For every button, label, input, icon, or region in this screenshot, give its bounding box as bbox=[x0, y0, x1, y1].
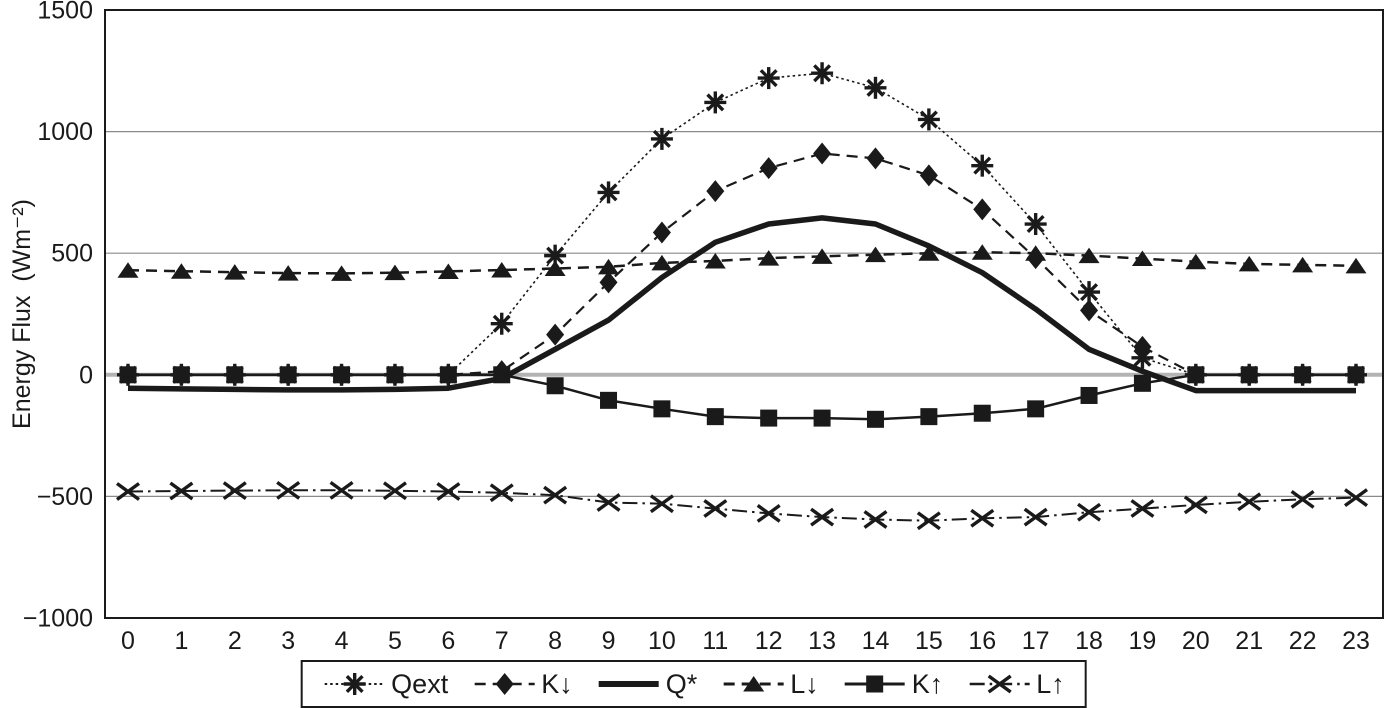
x-tick-label: 6 bbox=[441, 627, 455, 655]
legend-label-K-up: K↑ bbox=[911, 668, 944, 699]
legend-marker-diamond-K-down bbox=[474, 673, 535, 695]
legend-marker-triangle-L-down bbox=[723, 676, 784, 692]
L-down-markers bbox=[117, 244, 1367, 281]
legend-marker-line-Q-star bbox=[598, 681, 659, 687]
series-Q-star bbox=[127, 215, 1356, 394]
x-tick-label: 18 bbox=[1075, 627, 1103, 655]
legend-marker-asterisk-Qext bbox=[324, 673, 385, 695]
y-tick-label: −1000 bbox=[23, 605, 93, 633]
x-tick-label: 14 bbox=[862, 627, 890, 655]
series-L-up bbox=[116, 480, 1368, 531]
L-up-line bbox=[127, 489, 1357, 522]
x-tick-label: 8 bbox=[548, 627, 562, 655]
x-tick-label: 3 bbox=[281, 627, 295, 655]
x-tick-label: 11 bbox=[702, 627, 728, 655]
x-tick-label: 7 bbox=[495, 627, 509, 655]
legend-item-Qext: Qext bbox=[322, 669, 448, 700]
x-tick-label: 2 bbox=[228, 627, 242, 655]
x-tick-label: 17 bbox=[1022, 627, 1050, 655]
Qext-markers bbox=[117, 62, 1367, 386]
legend-label-Q-star: Q* bbox=[665, 668, 698, 699]
x-tick-label: 10 bbox=[648, 627, 676, 655]
legend-label-L-up: L↑ bbox=[1036, 668, 1065, 699]
L-down-line bbox=[127, 250, 1357, 275]
x-tick-label: 22 bbox=[1289, 627, 1317, 655]
x-tick-label: 20 bbox=[1182, 627, 1210, 655]
x-tick-label: 23 bbox=[1342, 627, 1370, 655]
x-tick-label: 4 bbox=[335, 627, 349, 655]
x-tick-label: 16 bbox=[968, 627, 996, 655]
x-tick-label: 13 bbox=[808, 627, 836, 655]
x-tick-label: 21 bbox=[1235, 627, 1263, 655]
K-down-markers bbox=[119, 142, 1365, 386]
L-up-markers bbox=[116, 480, 1368, 531]
K-down-line bbox=[128, 152, 1356, 376]
legend-label-K-down: K↓ bbox=[541, 668, 573, 699]
legend-item-L-up: L↑ bbox=[967, 669, 1065, 700]
plot-border bbox=[104, 9, 1384, 619]
series-K-down bbox=[119, 142, 1365, 386]
y-tick-label: 500 bbox=[51, 240, 93, 268]
y-tick-label: 0 bbox=[79, 361, 93, 389]
Qext-line bbox=[128, 72, 1356, 376]
x-tick-label: 19 bbox=[1129, 627, 1157, 655]
y-axis-title: Energy Flux (Wm⁻²) bbox=[8, 199, 36, 429]
series-Qext bbox=[117, 62, 1367, 386]
legend-item-K-up: K↑ bbox=[843, 668, 944, 700]
legend-label-Qext: Qext bbox=[391, 668, 449, 699]
legend-marker-square-K-up bbox=[844, 675, 905, 693]
series-L-down bbox=[117, 244, 1367, 281]
x-axis-labels: 0 1 2 3 4 5 6 7 8 9 10 11 12 13 14 15 16 17 18 19 20 21 22 23 bbox=[121, 627, 1370, 655]
gridlines bbox=[105, 131, 1383, 497]
legend-item-K-down: K↓ bbox=[472, 669, 573, 700]
Q-star-line bbox=[127, 215, 1356, 394]
x-tick-label: 0 bbox=[121, 627, 135, 655]
legend-item-L-down: L↓ bbox=[721, 669, 819, 700]
y-axis-labels: 1500 1000 500 0 −500 −1000 bbox=[23, 0, 93, 633]
x-tick-label: 1 bbox=[174, 627, 188, 655]
legend-item-Q-star: Q* bbox=[597, 668, 698, 700]
x-tick-label: 12 bbox=[755, 627, 783, 655]
legend-label-L-down: L↓ bbox=[790, 668, 819, 699]
y-tick-label: 1000 bbox=[37, 118, 93, 146]
y-tick-label: 1500 bbox=[37, 0, 93, 25]
x-tick-label: 5 bbox=[388, 627, 402, 655]
legend-marker-cross-L-up bbox=[969, 674, 1030, 694]
chart-legend: Qext K↓ Q* L↓ K↑ L↑ bbox=[300, 660, 1087, 708]
x-tick-label: 15 bbox=[915, 627, 943, 655]
y-tick-label: −500 bbox=[37, 483, 93, 511]
x-tick-label: 9 bbox=[602, 627, 616, 655]
